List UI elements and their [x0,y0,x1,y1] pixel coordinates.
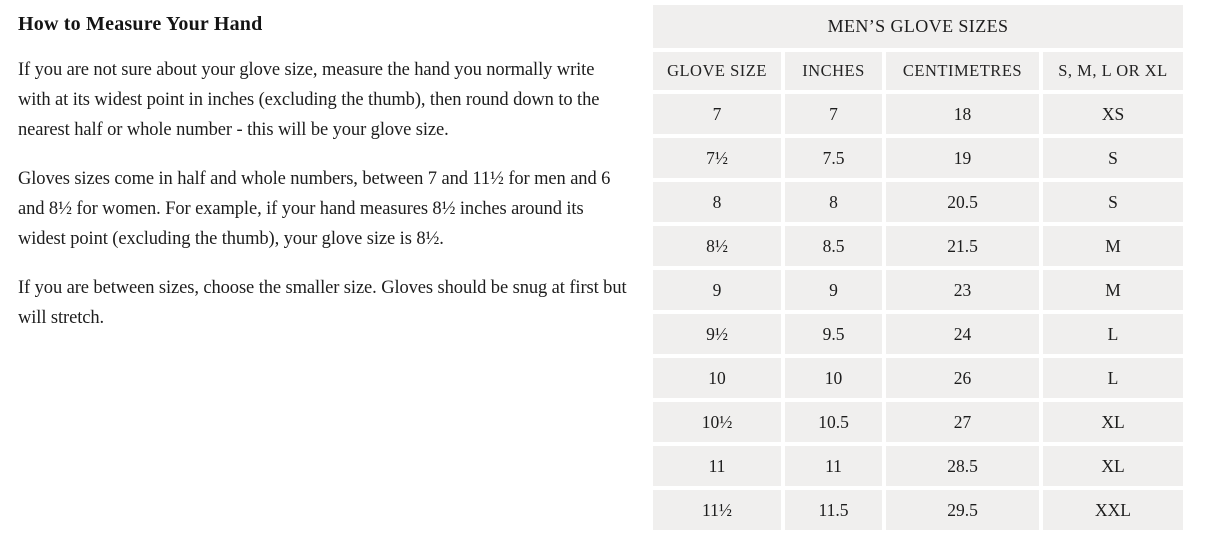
table-cell-centimetres: 26 [886,358,1039,398]
table-cell-inches: 10.5 [785,402,882,442]
table-cell-letter-size: XXL [1043,490,1183,530]
table-cell-centimetres: 19 [886,138,1039,178]
table-cell-centimetres: 27 [886,402,1039,442]
table-cell-letter-size: XL [1043,446,1183,486]
table-cell-inches: 7.5 [785,138,882,178]
table-cell-glove-size: 11½ [653,490,781,530]
table-cell-letter-size: L [1043,358,1183,398]
table-cell-letter-size: M [1043,270,1183,310]
column-header-letter-size: S, M, L OR XL [1043,52,1183,90]
table-cell-glove-size: 9½ [653,314,781,354]
table-cell-inches: 11.5 [785,490,882,530]
table-cell-inches: 9.5 [785,314,882,354]
table-cell-glove-size: 11 [653,446,781,486]
table-cell-glove-size: 9 [653,270,781,310]
table-cell-inches: 10 [785,358,882,398]
table-cell-letter-size: M [1043,226,1183,266]
table-cell-letter-size: S [1043,138,1183,178]
table-title: MEN’S GLOVE SIZES [653,5,1183,48]
table-cell-centimetres: 23 [886,270,1039,310]
table-cell-glove-size: 8½ [653,226,781,266]
table-cell-letter-size: XS [1043,94,1183,134]
table-cell-centimetres: 28.5 [886,446,1039,486]
measuring-guide-article: How to Measure Your Hand If you are not … [18,0,630,333]
table-cell-letter-size: S [1043,182,1183,222]
article-paragraph-3: If you are between sizes, choose the sma… [18,278,627,328]
article-paragraph-2: Gloves sizes come in half and whole numb… [18,169,611,249]
table-grid: GLOVE SIZE INCHES CENTIMETRES S, M, L OR… [653,52,1183,530]
table-cell-glove-size: 10½ [653,402,781,442]
table-cell-centimetres: 20.5 [886,182,1039,222]
table-cell-inches: 8.5 [785,226,882,266]
table-cell-glove-size: 10 [653,358,781,398]
column-header-glove-size: GLOVE SIZE [653,52,781,90]
table-cell-centimetres: 21.5 [886,226,1039,266]
table-cell-letter-size: XL [1043,402,1183,442]
table-cell-centimetres: 18 [886,94,1039,134]
column-header-inches: INCHES [785,52,882,90]
article-paragraph-1: If you are not sure about your glove siz… [18,60,600,140]
article-heading: How to Measure Your Hand [18,13,263,35]
mens-glove-sizes-table: MEN’S GLOVE SIZES GLOVE SIZE INCHES CENT… [653,5,1183,530]
table-cell-glove-size: 7 [653,94,781,134]
table-cell-glove-size: 7½ [653,138,781,178]
table-cell-inches: 7 [785,94,882,134]
table-cell-centimetres: 24 [886,314,1039,354]
table-cell-centimetres: 29.5 [886,490,1039,530]
table-cell-inches: 11 [785,446,882,486]
table-cell-inches: 9 [785,270,882,310]
column-header-centimetres: CENTIMETRES [886,52,1039,90]
table-cell-inches: 8 [785,182,882,222]
table-cell-letter-size: L [1043,314,1183,354]
table-cell-glove-size: 8 [653,182,781,222]
